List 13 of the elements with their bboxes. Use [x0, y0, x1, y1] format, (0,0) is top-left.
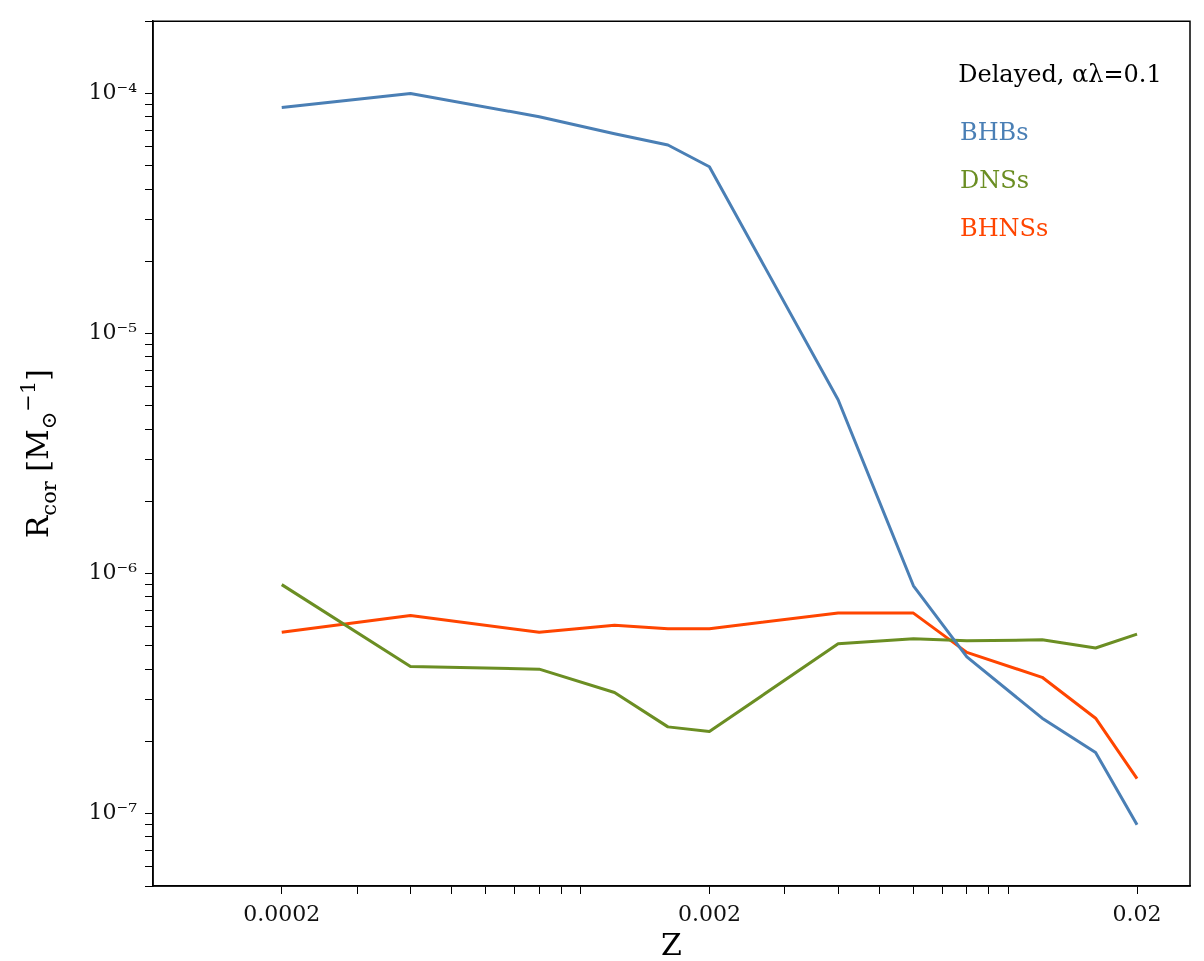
- x-tick-label: 0.02: [1112, 900, 1162, 926]
- y-tick-label: 10⁻⁶: [88, 559, 138, 585]
- y-tick-label: 10⁻⁵: [88, 319, 137, 345]
- text: BHNSs: [960, 214, 1049, 242]
- text: Delayed, αλ=0.1: [958, 60, 1162, 88]
- text: DNSs: [960, 166, 1029, 194]
- text: BHBs: [960, 118, 1029, 146]
- y-axis-title: Rcor [M⊙−1]: [15, 368, 61, 539]
- x-tick-label: 0.0002: [243, 900, 321, 926]
- x-tick-label: 0.002: [677, 900, 741, 926]
- y-tick-label: 10⁻⁷: [88, 799, 138, 825]
- y-tick-label: 10⁻⁴: [88, 79, 138, 105]
- x-axis-title: Z: [661, 927, 682, 961]
